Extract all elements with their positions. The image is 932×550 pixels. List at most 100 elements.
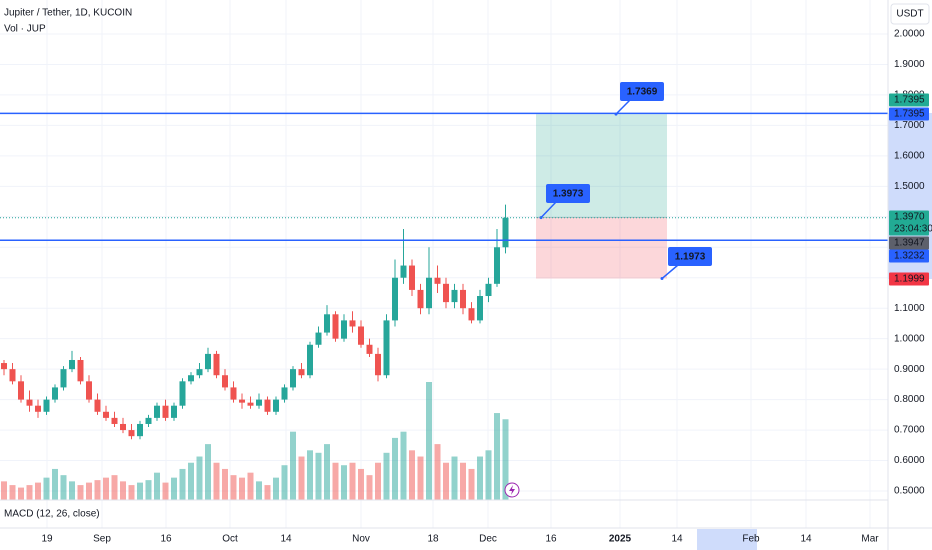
candle-body (324, 314, 330, 333)
candle-body (417, 289, 424, 309)
candle-body (358, 326, 364, 345)
volume-bar (383, 452, 390, 500)
candle-body (188, 375, 194, 382)
price-tag-label: 1.3947 (894, 238, 925, 249)
candle-body (392, 277, 398, 321)
candle-body (281, 387, 288, 400)
x-tick-label: Dec (479, 534, 497, 545)
x-tick-label: 16 (160, 534, 172, 545)
volume-bar (222, 468, 228, 500)
candle-body (35, 405, 41, 412)
candle-body (290, 369, 296, 388)
volume-bar (324, 444, 330, 500)
volume-bar (205, 444, 211, 500)
volume-bar (443, 462, 449, 500)
callout-box[interactable] (620, 82, 664, 101)
chart-title: Jupiter / Tether, 1D, KUCOIN (4, 8, 132, 19)
volume-bar (77, 485, 84, 500)
currency-box[interactable] (890, 3, 930, 25)
volume-bar (264, 485, 271, 500)
volume-bar (451, 456, 458, 500)
candle-body (298, 369, 305, 376)
candle-body (94, 399, 101, 412)
candle-body (128, 430, 135, 437)
volume-bar (341, 465, 347, 500)
x-tick-label: Oct (222, 534, 238, 545)
volume (1, 382, 509, 500)
candle-body (434, 277, 441, 284)
volume-bar (52, 468, 58, 500)
volume-bar (392, 437, 398, 500)
candle-body (179, 381, 186, 406)
x-tick-label: Sep (93, 534, 111, 545)
volume-bar (188, 462, 194, 500)
y-tick-label: 1.1000 (894, 303, 925, 314)
volume-bar (162, 482, 169, 500)
candle-body (349, 320, 356, 327)
candle-body (196, 369, 203, 376)
candle-body (256, 399, 262, 406)
candle-body (171, 405, 177, 418)
volume-bar (154, 472, 160, 500)
candle-body (383, 320, 390, 376)
volume-bar (18, 487, 24, 500)
candle-body (247, 402, 254, 406)
x-tick-label: Mar (861, 534, 879, 545)
volume-bar (35, 482, 41, 500)
candle-body (477, 296, 483, 321)
position-tool: 1.7369 1.3973 1.1973 (536, 82, 712, 281)
candle-body (60, 369, 67, 388)
volume-bar (375, 462, 381, 500)
volume-bar (137, 482, 143, 500)
callout-box[interactable] (546, 184, 590, 203)
callout-anchor (660, 277, 664, 281)
volume-bar (86, 482, 92, 500)
volume-bar (358, 468, 364, 500)
candle-body (162, 405, 169, 418)
y-tick-label: 1.7000 (894, 120, 925, 131)
candle-body (502, 217, 509, 248)
price-tag (889, 236, 929, 250)
volume-bar (60, 475, 67, 500)
volume-bar (179, 468, 186, 500)
candle-body (366, 344, 373, 354)
volume-bar (128, 485, 135, 500)
callout-pointer (615, 99, 631, 115)
volume-bar (230, 475, 237, 500)
volume-bar (43, 477, 50, 500)
time-highlight (697, 529, 757, 550)
volume-bar (468, 468, 475, 500)
candle-body (9, 369, 16, 382)
callout-box[interactable] (668, 247, 712, 266)
volume-bar (307, 450, 313, 500)
volume-bar (94, 480, 101, 500)
callout-label: 1.3973 (553, 189, 584, 200)
volume-bar (9, 485, 16, 500)
volume-bar (26, 485, 33, 500)
x-tick-label: 16 (545, 534, 557, 545)
candle-body (77, 359, 84, 382)
volume-bar (196, 456, 203, 500)
x-tick-label: 14 (671, 534, 683, 545)
loss-zone[interactable] (536, 217, 667, 279)
candle-body (26, 399, 33, 406)
candle-body (111, 417, 118, 424)
volume-bar (69, 481, 75, 500)
y-tick-label: 0.8000 (894, 394, 925, 405)
candle-body (18, 381, 24, 400)
volume-bar (400, 431, 407, 500)
currency: USDT (896, 9, 923, 20)
callout-label: 1.1973 (675, 252, 706, 263)
price-tag (889, 249, 929, 263)
candle-body (273, 399, 279, 412)
volume-bar (417, 456, 424, 500)
callout-pointer (540, 201, 557, 219)
candle-body (120, 423, 126, 431)
price-tag (889, 272, 929, 286)
candle-body (375, 353, 381, 376)
candles (1, 204, 509, 440)
price-tag (889, 210, 929, 236)
candle-body (307, 344, 313, 376)
